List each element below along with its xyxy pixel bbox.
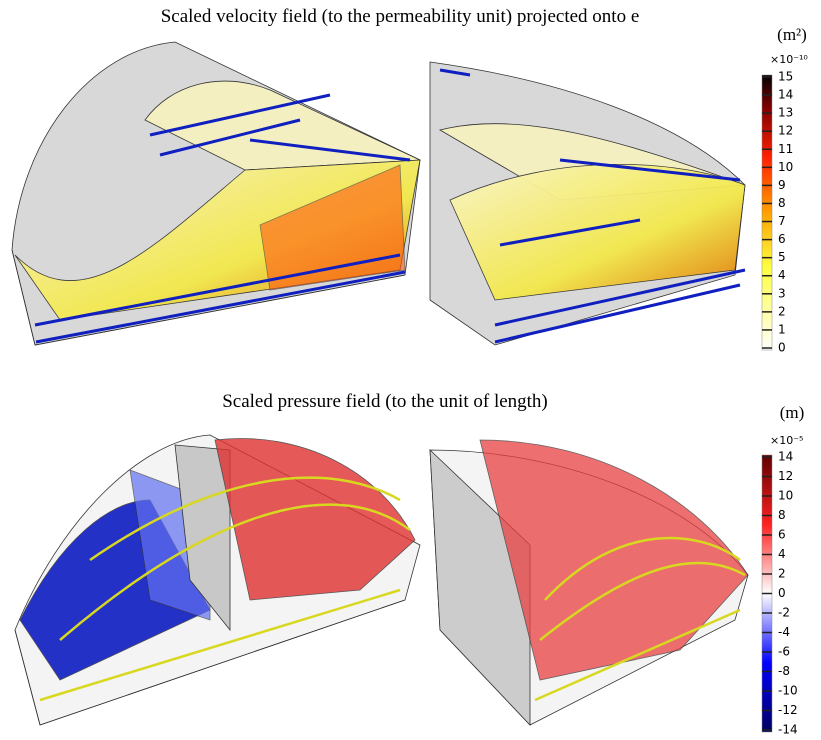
colorbar-tick-label: 5 bbox=[778, 250, 786, 264]
colorbar-tick-label: 10 bbox=[778, 160, 793, 174]
colorbar-tick-label: 14 bbox=[778, 450, 793, 464]
colorbar-tick-label: 13 bbox=[778, 106, 793, 120]
colorbar-tick-label: 1 bbox=[778, 322, 786, 336]
panel-title: Scaled velocity field (to the permeabili… bbox=[161, 6, 640, 27]
render-velocity-left bbox=[11, 41, 421, 346]
render-pressure-right bbox=[429, 439, 749, 727]
colorbar-tick-label: 4 bbox=[778, 268, 786, 282]
unit-label: (m²) bbox=[777, 25, 807, 44]
colorbar-tick-label: 2 bbox=[778, 567, 786, 581]
unit-label: (m) bbox=[780, 403, 805, 422]
colorbar-tick-label: -12 bbox=[778, 703, 798, 717]
colorbar-tick-label: 4 bbox=[778, 547, 786, 561]
colorbar-tick-label: 6 bbox=[778, 528, 786, 542]
colorbar-tick-label: -4 bbox=[778, 625, 790, 639]
colorbar-tick-label: 11 bbox=[778, 142, 793, 156]
colorbar-tick-label: -8 bbox=[778, 664, 790, 678]
colorbar bbox=[761, 74, 773, 351]
colorbar-tick-label: 3 bbox=[778, 286, 786, 300]
colorbar-tick-label: 12 bbox=[778, 469, 793, 483]
colorbar-tick-label: 8 bbox=[778, 508, 786, 522]
colorbar-tick-label: 2 bbox=[778, 304, 786, 318]
exponent-label: ×10⁻¹⁰ bbox=[770, 53, 808, 66]
colorbar-tick-label: -10 bbox=[778, 684, 798, 698]
exponent-label: ×10⁻⁵ bbox=[770, 434, 803, 447]
colorbar-tick-label: -6 bbox=[778, 645, 790, 659]
colorbar-tick-label: 14 bbox=[778, 88, 793, 102]
colorbar-tick-label: 6 bbox=[778, 232, 786, 246]
render-pressure-left bbox=[14, 434, 421, 726]
colorbar-tick-label: 0 bbox=[778, 586, 786, 600]
colorbar-tick-label: 8 bbox=[778, 196, 786, 210]
colorbar-tick-label: -14 bbox=[778, 723, 798, 737]
colorbar-tick-label: 10 bbox=[778, 489, 793, 503]
panel-title: Scaled pressure field (to the unit of le… bbox=[222, 391, 548, 412]
colorbar-tick-label: 0 bbox=[778, 341, 786, 355]
colorbar-tick-label: 7 bbox=[778, 214, 786, 228]
colorbar-tick-label: -2 bbox=[778, 606, 790, 620]
colorbar-tick-label: 15 bbox=[778, 70, 793, 84]
colorbar-tick-label: 12 bbox=[778, 124, 793, 138]
render-velocity-right bbox=[429, 61, 746, 346]
colorbar-tick-label: 9 bbox=[778, 178, 786, 192]
